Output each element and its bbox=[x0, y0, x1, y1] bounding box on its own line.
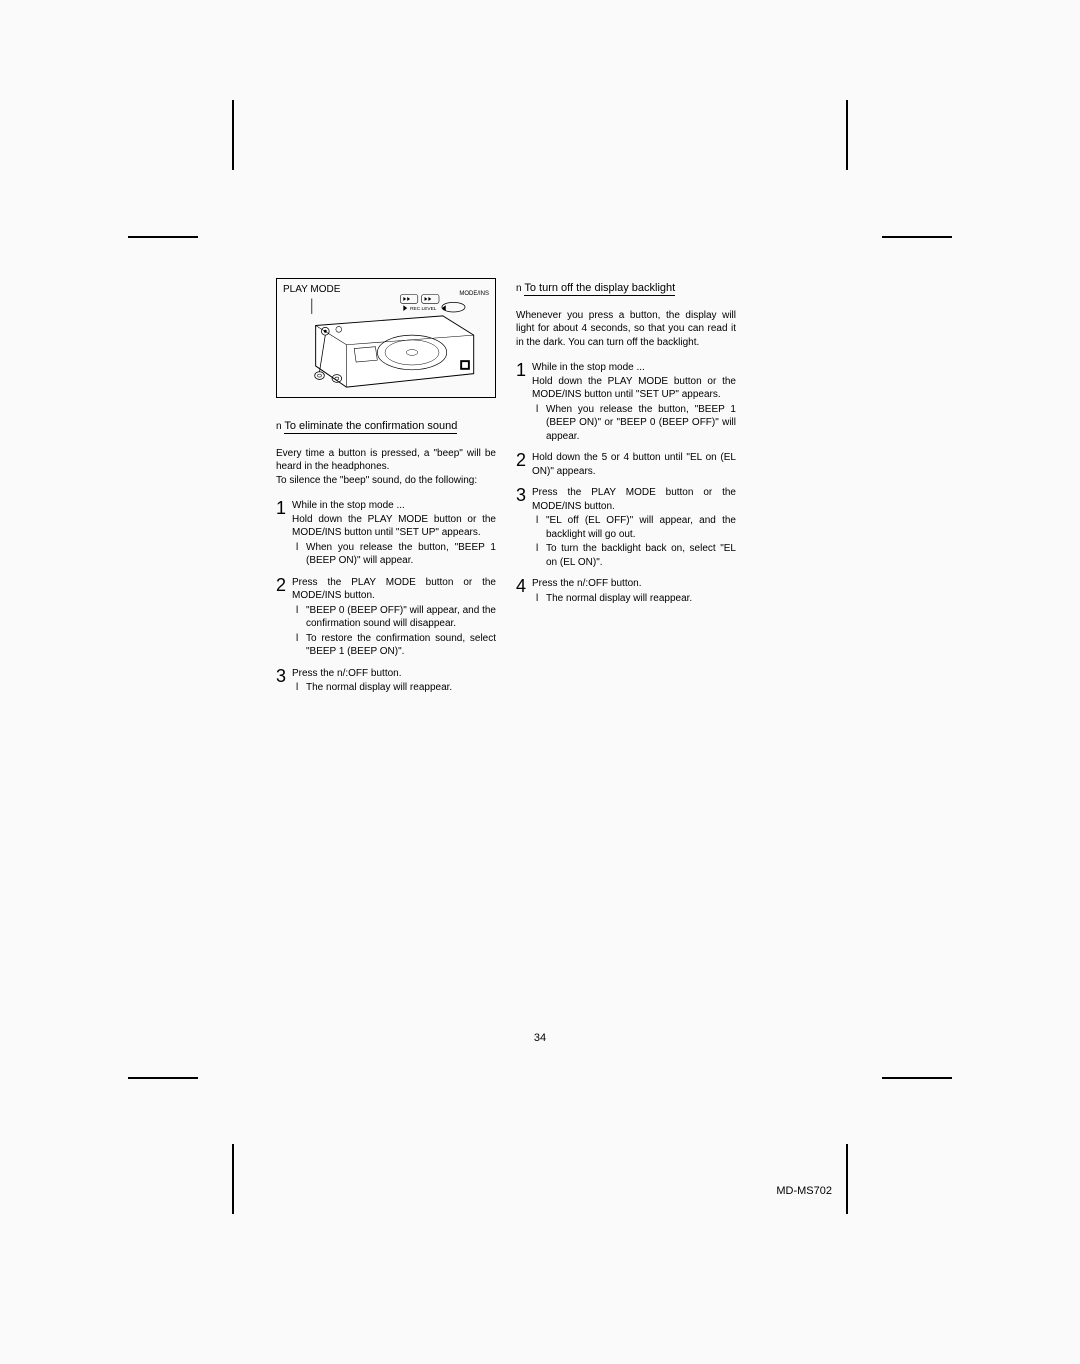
crop-mark bbox=[882, 236, 952, 238]
heading-marker: n bbox=[516, 283, 522, 294]
left-column: PLAY MODE MODE/INS REC LEVEL bbox=[276, 278, 496, 703]
right-column: n To turn off the display backlight When… bbox=[516, 278, 736, 703]
left-step-2: 2 Press the PLAY MODE button or the MODE… bbox=[276, 576, 496, 659]
heading-text: To eliminate the confirmation sound bbox=[284, 420, 457, 434]
diagram-label-reclevel: REC LEVEL bbox=[410, 306, 437, 312]
step-number: 1 bbox=[516, 361, 532, 379]
bullet-icon: l bbox=[296, 632, 306, 646]
device-diagram: PLAY MODE MODE/INS REC LEVEL bbox=[276, 278, 496, 398]
right-step-4: 4 Press the n/:OFF button. lThe normal d… bbox=[516, 577, 736, 605]
right-heading: n To turn off the display backlight bbox=[516, 278, 736, 299]
bullet-icon: l bbox=[296, 541, 306, 555]
heading-marker: n bbox=[276, 421, 282, 432]
crop-mark bbox=[232, 100, 234, 170]
diagram-label-playmode: PLAY MODE bbox=[283, 283, 340, 297]
page-content: PLAY MODE MODE/INS REC LEVEL bbox=[276, 278, 736, 703]
right-intro: Whenever you press a button, the display… bbox=[516, 309, 736, 350]
model-number: MD-MS702 bbox=[776, 1185, 832, 1197]
bullet-icon: l bbox=[536, 592, 546, 606]
bullet-icon: l bbox=[296, 681, 306, 695]
bullet-icon: l bbox=[536, 542, 546, 556]
crop-mark bbox=[232, 1144, 234, 1214]
step-number: 2 bbox=[276, 576, 292, 594]
bullet-icon: l bbox=[536, 403, 546, 417]
step-number: 1 bbox=[276, 499, 292, 517]
step-number: 2 bbox=[516, 451, 532, 469]
bullet-icon: l bbox=[536, 514, 546, 528]
crop-mark bbox=[846, 100, 848, 170]
bullet-icon: l bbox=[296, 604, 306, 618]
left-intro: Every time a button is pressed, a "beep"… bbox=[276, 447, 496, 488]
right-step-2: 2 Hold down the 5 or 4 button until "EL … bbox=[516, 451, 736, 478]
step-number: 3 bbox=[516, 486, 532, 504]
crop-mark bbox=[128, 236, 198, 238]
step-number: 3 bbox=[276, 667, 292, 685]
right-step-1: 1 While in the stop mode ... Hold down t… bbox=[516, 361, 736, 443]
left-heading: n To eliminate the confirmation sound bbox=[276, 416, 496, 437]
left-step-3: 3 Press the n/:OFF button. lThe normal d… bbox=[276, 667, 496, 695]
left-step-1: 1 While in the stop mode ... Hold down t… bbox=[276, 499, 496, 568]
right-step-3: 3 Press the PLAY MODE button or the MODE… bbox=[516, 486, 736, 569]
page-number: 34 bbox=[0, 1032, 1080, 1044]
crop-mark bbox=[846, 1144, 848, 1214]
heading-text: To turn off the display backlight bbox=[524, 282, 675, 296]
step-number: 4 bbox=[516, 577, 532, 595]
crop-mark bbox=[128, 1077, 198, 1079]
diagram-label-modeins: MODE/INS bbox=[459, 290, 489, 298]
crop-mark bbox=[882, 1077, 952, 1079]
device-diagram-svg: REC LEVEL bbox=[283, 285, 489, 391]
